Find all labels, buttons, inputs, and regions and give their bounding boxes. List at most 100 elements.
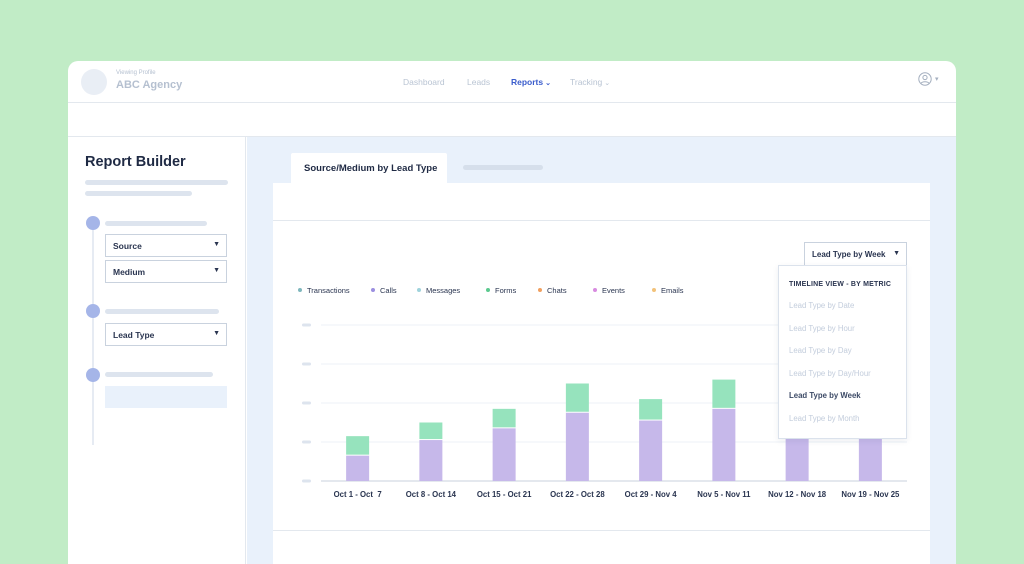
chevron-down-icon[interactable]: ▾	[935, 76, 939, 83]
bar-forms[interactable]	[419, 422, 443, 440]
step-connector	[92, 230, 94, 445]
legend-dot-icon	[593, 288, 597, 292]
tab-label: Source/Medium by Lead Type	[304, 163, 438, 174]
legend-dot-icon	[652, 288, 656, 292]
placeholder-line	[85, 191, 192, 196]
caret-down-icon: ▼	[213, 241, 220, 248]
y-tick-placeholder	[302, 440, 311, 444]
bar-calls[interactable]	[639, 420, 663, 481]
medium-select[interactable]: Medium ▼	[105, 260, 227, 283]
step-2-marker	[86, 304, 100, 318]
bar-forms[interactable]	[639, 399, 663, 420]
report-main-area: Source/Medium by Lead Type Lead Type by …	[247, 137, 956, 564]
app-window: Viewing Profile ABC Agency Dashboard Lea…	[68, 61, 956, 564]
caret-down-icon: ▼	[213, 267, 220, 274]
legend-dot-icon	[298, 288, 302, 292]
dropdown-option-week[interactable]: Lead Type by Week	[789, 391, 861, 400]
legend-item-events[interactable]: Events	[593, 286, 625, 295]
nav-dashboard[interactable]: Dashboard	[403, 77, 445, 87]
x-tick-label: Oct 15 - Oct 21	[477, 490, 532, 499]
step-3-label-placeholder	[105, 372, 213, 377]
bar-forms[interactable]	[712, 379, 736, 408]
nav-reports[interactable]: Reports ⌄	[511, 77, 551, 87]
x-tick-label: Oct 8 - Oct 14	[406, 490, 457, 499]
nav-tracking[interactable]: Tracking ⌄	[570, 77, 611, 87]
legend-dot-icon	[417, 288, 421, 292]
step-3-marker	[86, 368, 100, 382]
caret-down-icon: ▼	[213, 330, 220, 337]
bar-forms[interactable]	[492, 408, 516, 428]
legend-dot-icon	[538, 288, 542, 292]
legend-label: Emails	[661, 286, 684, 295]
legend-dot-icon	[371, 288, 375, 292]
legend-item-transactions[interactable]: Transactions	[298, 286, 350, 295]
timeline-dropdown-menu: TIMELINE VIEW - BY METRIC Lead Type by D…	[778, 265, 907, 439]
user-circle-icon[interactable]	[918, 72, 932, 86]
x-tick-label: Oct 22 - Oct 28	[550, 490, 605, 499]
tab-source-medium-by-lead-type[interactable]: Source/Medium by Lead Type	[291, 153, 447, 183]
dropdown-option-day[interactable]: Lead Type by Day	[789, 346, 852, 355]
sub-header-bar	[68, 103, 956, 137]
legend-dot-icon	[486, 288, 490, 292]
y-tick-placeholder	[302, 323, 311, 327]
timeline-select[interactable]: Lead Type by Week ▼	[804, 242, 907, 266]
x-tick-label: Nov 19 - Nov 25	[841, 490, 900, 499]
profile-avatar[interactable]	[81, 69, 107, 95]
legend-label: Events	[602, 286, 625, 295]
legend-label: Transactions	[307, 286, 350, 295]
step-1-marker	[86, 216, 100, 230]
y-tick-placeholder	[302, 401, 311, 405]
legend-label: Calls	[380, 286, 397, 295]
profile-caption: Viewing Profile	[116, 70, 156, 76]
bar-calls[interactable]	[419, 440, 443, 481]
caret-down-icon: ▼	[893, 250, 900, 257]
bar-calls[interactable]	[492, 428, 516, 481]
bar-calls[interactable]	[565, 412, 589, 481]
legend-item-calls[interactable]: Calls	[371, 286, 397, 295]
medium-select-label: Medium	[113, 267, 146, 277]
dropdown-option-day-hour[interactable]: Lead Type by Day/Hour	[789, 369, 871, 378]
source-select-label: Source	[113, 241, 142, 251]
profile-name[interactable]: ABC Agency	[116, 79, 183, 91]
x-tick-label: Nov 5 - Nov 11	[697, 490, 751, 499]
source-select[interactable]: Source ▼	[105, 234, 227, 257]
legend-item-forms[interactable]: Forms	[486, 286, 516, 295]
bar-calls[interactable]	[346, 455, 370, 481]
dropdown-option-date[interactable]: Lead Type by Date	[789, 301, 855, 310]
x-tick-label: Oct 1 - Oct 7	[334, 490, 382, 499]
chevron-down-icon: ⌄	[545, 80, 551, 87]
x-tick-label: Oct 29 - Nov 4	[625, 490, 678, 499]
legend-item-messages[interactable]: Messages	[417, 286, 460, 295]
legend-label: Messages	[426, 286, 461, 295]
placeholder-line	[85, 180, 228, 185]
divider	[273, 220, 930, 221]
nav-leads[interactable]: Leads	[467, 77, 491, 87]
page-title: Report Builder	[85, 154, 186, 170]
legend-item-chats[interactable]: Chats	[538, 286, 567, 295]
dropdown-option-month[interactable]: Lead Type by Month	[789, 414, 860, 423]
stacked-bar-chart: Oct 1 - Oct 7 Oct 8 - Oct 14 Oct 15 - Oct …	[302, 323, 907, 499]
legend-item-emails[interactable]: Emails	[652, 286, 684, 295]
lead-type-select-label: Lead Type	[113, 330, 155, 340]
divider	[273, 530, 930, 531]
tab-placeholder[interactable]	[463, 165, 543, 170]
lead-type-select[interactable]: Lead Type ▼	[105, 323, 227, 346]
bar-forms[interactable]	[346, 436, 370, 455]
dropdown-header: TIMELINE VIEW - BY METRIC	[789, 281, 892, 288]
bar-forms[interactable]	[565, 383, 589, 412]
chevron-down-icon: ⌄	[604, 80, 611, 87]
step-3-placeholder-box	[105, 386, 227, 408]
dropdown-option-hour[interactable]: Lead Type by Hour	[789, 324, 855, 333]
x-tick-label: Nov 12 - Nov 18	[768, 490, 827, 499]
legend-label: Chats	[547, 286, 567, 295]
step-1-label-placeholder	[105, 221, 207, 226]
report-builder-sidebar: Report Builder Source ▼ Medium ▼ Lead Ty…	[68, 137, 246, 564]
y-tick-placeholder	[302, 362, 311, 366]
timeline-select-label: Lead Type by Week	[812, 250, 886, 259]
report-panel: Lead Type by Week ▼ Transactions Calls Mes…	[273, 183, 930, 564]
top-navigation-bar: Viewing Profile ABC Agency Dashboard Lea…	[68, 61, 956, 103]
step-2-label-placeholder	[105, 309, 219, 314]
bar-calls[interactable]	[712, 408, 736, 481]
legend-label: Forms	[495, 286, 517, 295]
y-tick-placeholder	[302, 479, 311, 483]
